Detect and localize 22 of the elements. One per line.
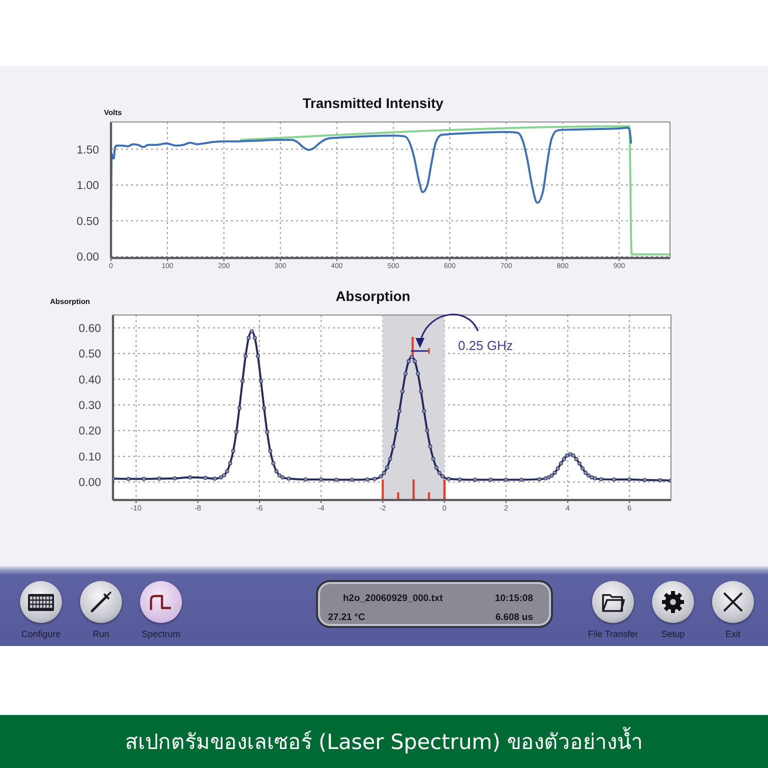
display-panel: h2o_20060929_000.txt 10:15:08 27.21 °C 6.608 us — [316, 580, 553, 628]
text: Configure — [21, 629, 61, 639]
text: Setup — [661, 629, 685, 639]
chart-title: Absorption — [336, 288, 410, 304]
chart-title: Transmitted Intensity — [302, 95, 444, 111]
text: Exit — [725, 629, 741, 639]
y-tick-label: 0.40 — [78, 374, 101, 386]
y-tick-label: 1.00 — [76, 180, 99, 192]
y-tick-label: 0.60 — [78, 322, 101, 335]
text: สเปกตรัมของเลเซอร์ (Laser Spectrum) ของตัวอย่างน้ำ — [124, 726, 644, 756]
y-tick-label: 0.30 — [78, 400, 101, 412]
text: Run — [92, 629, 110, 639]
text: File Transfer — [588, 629, 638, 639]
y-tick-label: 0.00 — [76, 252, 99, 264]
text: Spectrum — [142, 629, 180, 639]
y-tick-label: 1.50 — [76, 144, 99, 156]
y-tick-label: 0.10 — [78, 451, 101, 464]
y-tick-label: 0.50 — [78, 348, 101, 361]
annotation: 0.25 GHz — [458, 338, 513, 353]
y-tick-label: 0.00 — [78, 477, 101, 490]
y-tick-label: 0.50 — [76, 216, 99, 228]
y-tick-label: 0.20 — [78, 426, 101, 438]
